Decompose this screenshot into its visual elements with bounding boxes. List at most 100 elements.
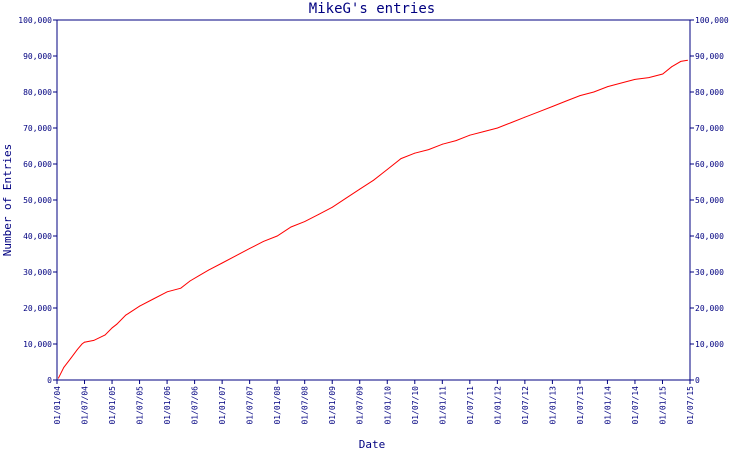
x-axis-title: Date (359, 438, 386, 450)
data-point (208, 269, 209, 271)
data-point (263, 241, 264, 242)
data-point (152, 298, 154, 300)
y-tick-label-right: 80,000 (695, 88, 724, 97)
y-tick-label: 50,000 (23, 196, 52, 205)
data-point (290, 226, 292, 228)
data-point (648, 77, 650, 78)
plot-area (56, 19, 691, 381)
data-point (58, 377, 59, 379)
data-point (607, 86, 609, 87)
data-point (387, 169, 388, 170)
data-point (345, 197, 347, 199)
y-axis-title: Number of Entries (1, 144, 14, 257)
y-tick-label: 70,000 (23, 124, 52, 133)
chart-title: MikeG's entries (309, 1, 435, 17)
y-tick-label: 10,000 (23, 340, 52, 349)
data-point (483, 131, 484, 133)
data-point (620, 82, 622, 84)
x-tick-label: 01/01/12 (493, 386, 502, 425)
data-point (359, 188, 361, 190)
y-tick-label: 20,000 (23, 304, 52, 313)
x-tick-label: 01/07/09 (356, 386, 365, 425)
data-point (510, 122, 512, 123)
x-tick-label: 01/07/15 (686, 386, 695, 425)
data-point (593, 91, 595, 93)
x-tick-label: 01/01/09 (328, 386, 337, 425)
y-tick-label-right: 100,000 (695, 16, 729, 25)
data-point (414, 152, 416, 154)
data-point (524, 116, 526, 118)
x-tick-label: 01/07/06 (191, 386, 200, 425)
y-tick-label: 30,000 (23, 268, 52, 277)
x-tick-label: 01/07/10 (411, 386, 420, 425)
data-point (455, 140, 457, 142)
y-tick-label: 100,000 (18, 16, 52, 25)
data-point (249, 248, 250, 250)
data-point (579, 95, 581, 96)
left-y-axis: 0 10,000 20,000 30,000 40,000 50,000 60,000 70,… (18, 16, 57, 385)
data-point (671, 66, 672, 68)
data-point (77, 349, 78, 350)
y-tick-label: 0 (47, 376, 52, 385)
data-point (189, 280, 191, 282)
data-point (235, 255, 237, 257)
y-tick-label: 40,000 (23, 232, 52, 241)
data-point (139, 305, 140, 307)
data-point (84, 341, 85, 343)
entries-series-line (57, 59, 688, 379)
data-point (318, 214, 319, 215)
data-point (538, 111, 540, 113)
x-tick-label: 01/07/07 (246, 386, 255, 425)
y-tick-label: 80,000 (23, 88, 52, 97)
data-point (125, 314, 127, 316)
data-point (469, 134, 471, 136)
x-tick-label: 01/01/07 (218, 386, 227, 425)
y-tick-label-right: 20,000 (695, 304, 724, 313)
x-tick-label: 01/01/11 (438, 386, 447, 425)
data-point (93, 340, 95, 341)
data-point (332, 206, 333, 208)
data-point (662, 73, 664, 75)
x-tick-label: 01/07/05 (136, 386, 145, 425)
x-tick-label: 01/01/15 (658, 386, 667, 425)
y-tick-label-right: 40,000 (695, 232, 724, 241)
x-tick-label: 01/07/11 (466, 386, 475, 425)
x-axis: 01/01/04 01/07/04 01/01/05 01/07/05 01/01/06… (53, 380, 695, 425)
x-tick-label: 01/01/06 (163, 386, 172, 425)
x-tick-label: 01/01/13 (548, 386, 557, 425)
data-point (428, 149, 429, 151)
data-point (565, 100, 567, 102)
data-point (552, 106, 554, 107)
data-point (687, 59, 688, 61)
y-tick-label-right: 10,000 (695, 340, 724, 349)
y-tick-label-right: 0 (695, 376, 700, 385)
data-point (680, 61, 682, 62)
data-point (63, 367, 65, 368)
data-point (111, 327, 113, 329)
x-tick-label: 01/01/10 (383, 386, 392, 425)
data-point (400, 158, 402, 160)
x-tick-label: 01/07/08 (301, 386, 310, 425)
data-point (373, 179, 374, 181)
data-point (304, 221, 306, 223)
data-point (70, 358, 72, 359)
y-tick-label-right: 90,000 (695, 52, 724, 61)
data-point (81, 343, 83, 345)
x-tick-label: 01/07/14 (631, 386, 640, 425)
data-point (116, 323, 118, 325)
data-point (198, 275, 200, 276)
x-tick-label: 01/07/13 (576, 386, 585, 425)
series-layer (57, 59, 688, 379)
y-tick-label-right: 30,000 (695, 268, 724, 277)
y-tick-label: 90,000 (23, 52, 52, 61)
data-point (497, 127, 498, 129)
y-tick-label: 60,000 (23, 160, 52, 169)
x-tick-label: 01/01/04 (53, 386, 62, 425)
data-point (221, 262, 223, 264)
x-tick-label: 01/07/04 (81, 386, 90, 425)
x-tick-label: 01/01/05 (108, 386, 117, 425)
x-tick-label: 01/01/14 (603, 386, 612, 425)
y-tick-label-right: 70,000 (695, 124, 724, 133)
y-tick-label-right: 60,000 (695, 160, 724, 169)
